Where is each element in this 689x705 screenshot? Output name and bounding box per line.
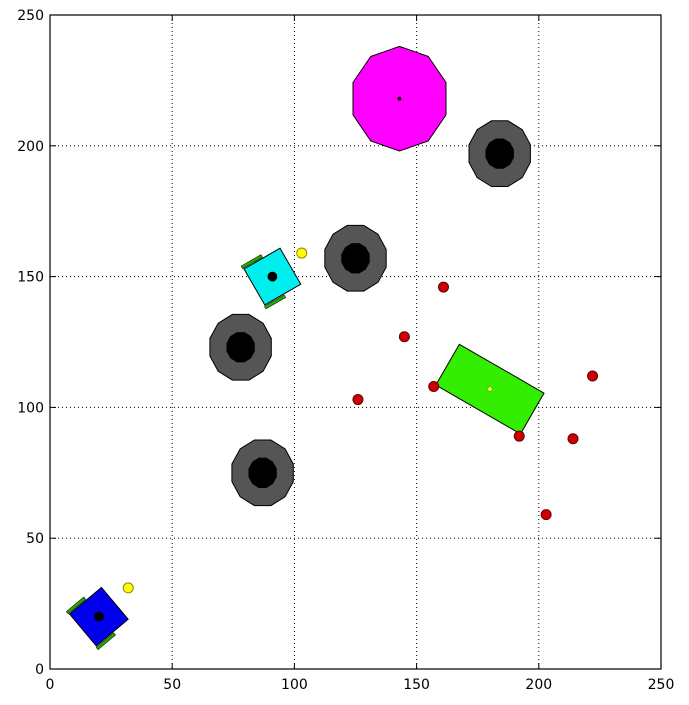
robot-wheel	[264, 294, 287, 310]
blue-robot	[65, 586, 129, 651]
red-point	[352, 394, 364, 406]
y-tick-label: 0	[35, 662, 44, 678]
red-point	[398, 331, 410, 343]
cyan-robot	[240, 247, 302, 310]
obstacle	[209, 313, 272, 381]
data-layer	[65, 45, 599, 651]
robot-wheel	[95, 632, 116, 651]
red-point	[513, 430, 525, 442]
obstacle	[324, 224, 387, 292]
y-tick-label: 50	[26, 531, 44, 547]
y-tick-label: 150	[17, 270, 44, 286]
robot-center	[93, 611, 104, 622]
green-block	[435, 343, 545, 435]
obstacle	[468, 120, 531, 187]
red-point	[587, 370, 599, 382]
robot-wheel	[240, 254, 263, 269]
x-tick-label: 200	[525, 677, 552, 693]
red-point	[428, 380, 440, 392]
axes-frame	[49, 14, 662, 670]
y-tick-label: 250	[17, 8, 44, 24]
obstacle-core	[248, 457, 277, 488]
tick-label-layer: 0 50 100 150 200 250 0 50 100 150 200 250	[17, 8, 674, 693]
robot-wheel	[65, 596, 87, 615]
obstacle-core	[485, 138, 514, 169]
target-decagon	[352, 45, 447, 152]
x-tick-label: 50	[163, 677, 181, 693]
x-tick-label: 100	[281, 677, 308, 693]
yellow-point	[296, 247, 308, 259]
x-tick-label: 150	[403, 677, 430, 693]
robot-center	[267, 271, 278, 282]
obstacle-core	[341, 243, 370, 274]
yellow-point	[122, 582, 134, 594]
x-tick-label: 250	[648, 677, 675, 693]
obstacle-core	[226, 332, 255, 363]
obstacle	[231, 439, 294, 507]
y-tick-label: 200	[17, 139, 44, 155]
y-tick-label: 100	[17, 400, 44, 416]
axes-layer	[49, 14, 662, 670]
green-block-center	[487, 386, 493, 392]
red-point	[437, 281, 449, 293]
target-center	[397, 96, 402, 101]
red-point	[540, 509, 552, 521]
red-point	[567, 433, 579, 445]
x-tick-label: 0	[46, 677, 55, 693]
